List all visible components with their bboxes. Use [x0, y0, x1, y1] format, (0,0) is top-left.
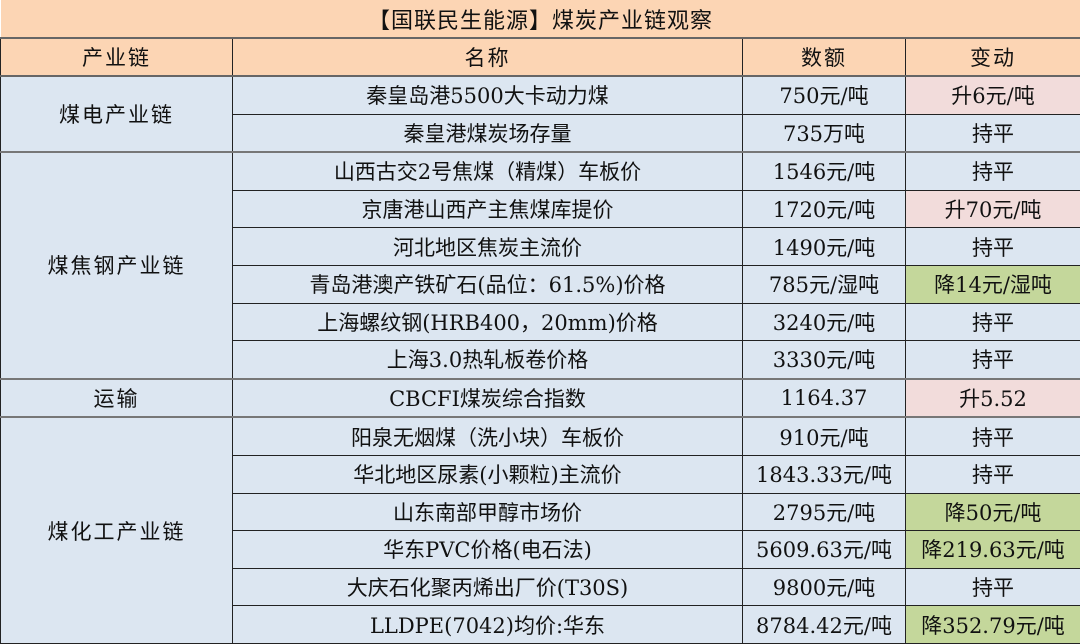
item-change: 持平	[906, 114, 1080, 152]
table-title: 【国联民生能源】煤炭产业链观察	[1, 0, 1080, 38]
header-chain: 产业链	[1, 38, 233, 76]
chain-group-label: 煤焦钢产业链	[1, 152, 233, 379]
item-value: 5609.63元/吨	[743, 531, 906, 569]
item-value: 1164.37	[743, 379, 906, 418]
item-name: 华北地区尿素(小颗粒)主流价	[233, 455, 743, 493]
item-value: 8784.42元/吨	[743, 606, 906, 644]
item-change: 持平	[906, 303, 1080, 341]
item-change: 持平	[906, 568, 1080, 606]
item-change: 持平	[906, 228, 1080, 266]
header-change: 变动	[906, 38, 1080, 76]
item-value: 785元/湿吨	[743, 265, 906, 303]
item-change: 降219.63元/吨	[906, 531, 1080, 569]
item-value: 750元/吨	[743, 76, 906, 114]
item-value: 2795元/吨	[743, 493, 906, 531]
item-value: 1843.33元/吨	[743, 455, 906, 493]
item-name: 京唐港山西产主焦煤库提价	[233, 190, 743, 228]
item-value: 910元/吨	[743, 417, 906, 455]
item-name: 山东南部甲醇市场价	[233, 493, 743, 531]
item-change: 持平	[906, 417, 1080, 455]
item-value: 1490元/吨	[743, 228, 906, 266]
header-value: 数额	[743, 38, 906, 76]
item-name: 阳泉无烟煤（洗小块）车板价	[233, 417, 743, 455]
item-change: 持平	[906, 455, 1080, 493]
item-change: 降50元/吨	[906, 493, 1080, 531]
item-name: 秦皇港煤炭场存量	[233, 114, 743, 152]
item-change: 降352.79元/吨	[906, 606, 1080, 644]
chain-group-label: 运输	[1, 379, 233, 418]
item-name: CBCFI煤炭综合指数	[233, 379, 743, 418]
item-value: 735万吨	[743, 114, 906, 152]
item-change: 升5.52	[906, 379, 1080, 418]
item-change: 升6元/吨	[906, 76, 1080, 114]
item-name: 上海3.0热轧板卷价格	[233, 341, 743, 379]
chain-group-label: 煤化工产业链	[1, 417, 233, 643]
item-value: 1720元/吨	[743, 190, 906, 228]
item-change: 降14元/湿吨	[906, 265, 1080, 303]
item-name: 秦皇岛港5500大卡动力煤	[233, 76, 743, 114]
item-value: 9800元/吨	[743, 568, 906, 606]
item-name: 华东PVC价格(电石法)	[233, 531, 743, 569]
item-name: 河北地区焦炭主流价	[233, 228, 743, 266]
item-change: 持平	[906, 152, 1080, 190]
item-name: 青岛港澳产铁矿石(品位：61.5%)价格	[233, 265, 743, 303]
item-value: 3330元/吨	[743, 341, 906, 379]
item-name: LLDPE(7042)均价:华东	[233, 606, 743, 644]
item-change: 持平	[906, 341, 1080, 379]
item-value: 1546元/吨	[743, 152, 906, 190]
item-change: 升70元/吨	[906, 190, 1080, 228]
chain-group-label: 煤电产业链	[1, 76, 233, 152]
item-value: 3240元/吨	[743, 303, 906, 341]
item-name: 山西古交2号焦煤（精煤）车板价	[233, 152, 743, 190]
item-name: 上海螺纹钢(HRB400，20mm)价格	[233, 303, 743, 341]
header-name: 名称	[233, 38, 743, 76]
item-name: 大庆石化聚丙烯出厂价(T30S)	[233, 568, 743, 606]
